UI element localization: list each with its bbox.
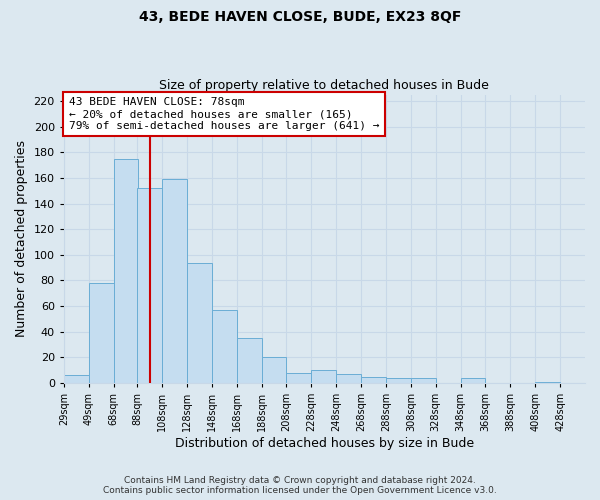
Bar [411,378,436,383]
Bar [113,158,139,383]
Bar [336,374,361,383]
Bar [89,283,113,383]
Bar [311,370,336,383]
Bar [262,358,286,383]
Bar [286,373,311,383]
Bar [386,378,411,383]
Text: 43 BEDE HAVEN CLOSE: 78sqm
← 20% of detached houses are smaller (165)
79% of sem: 43 BEDE HAVEN CLOSE: 78sqm ← 20% of deta… [69,98,380,130]
Bar [162,179,187,383]
Text: 43, BEDE HAVEN CLOSE, BUDE, EX23 8QF: 43, BEDE HAVEN CLOSE, BUDE, EX23 8QF [139,10,461,24]
X-axis label: Distribution of detached houses by size in Bude: Distribution of detached houses by size … [175,437,474,450]
Bar [535,382,560,383]
Bar [137,188,162,383]
Bar [237,338,262,383]
Bar [212,310,237,383]
Title: Size of property relative to detached houses in Bude: Size of property relative to detached ho… [160,79,490,92]
Bar [187,262,212,383]
Bar [461,378,485,383]
Bar [361,376,386,383]
Bar [64,376,89,383]
Y-axis label: Number of detached properties: Number of detached properties [15,140,28,338]
Text: Contains HM Land Registry data © Crown copyright and database right 2024.
Contai: Contains HM Land Registry data © Crown c… [103,476,497,495]
